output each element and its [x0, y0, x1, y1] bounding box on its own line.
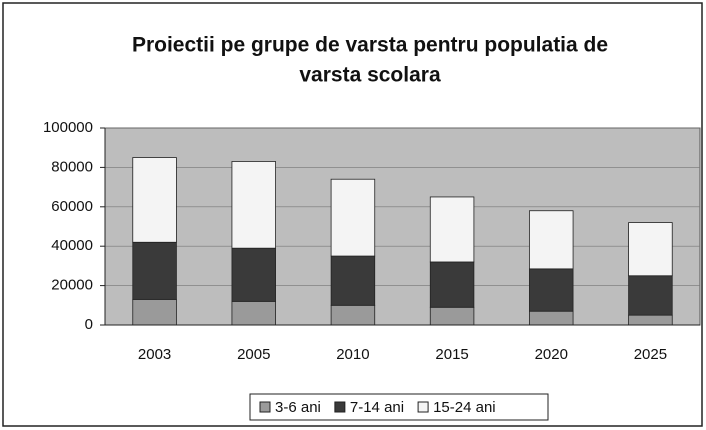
bar-segment — [231, 247, 276, 302]
x-tick-label: 2020 — [535, 346, 568, 363]
plot-area — [104, 127, 701, 326]
y-tick-label: 80000 — [51, 158, 93, 175]
bar-segment — [628, 275, 673, 316]
bar-segment — [429, 306, 475, 326]
chart-title: Proiectii pe grupe de varsta pentru popu… — [132, 34, 608, 57]
bar-segment — [330, 178, 376, 257]
chart-subtitle: varsta scolara — [299, 64, 441, 87]
bar-segment — [529, 310, 574, 326]
bar-segment — [529, 210, 574, 270]
y-tick-label: 0 — [85, 316, 93, 333]
legend-swatch — [334, 401, 346, 413]
bar-segment — [529, 268, 574, 312]
bar-segment — [330, 255, 376, 306]
bar-segment — [429, 196, 475, 263]
x-tick-label: 2015 — [435, 346, 468, 363]
x-tick-label: 2003 — [138, 346, 171, 363]
bar-segment — [628, 222, 673, 277]
bar-segment — [132, 157, 177, 243]
x-tick-label: 2025 — [634, 346, 667, 363]
bar-segment — [429, 261, 475, 308]
legend-swatch — [417, 401, 429, 413]
bar-segment — [132, 298, 177, 326]
bar-segment — [330, 304, 376, 326]
legend-swatch — [259, 401, 271, 413]
bar-segment — [231, 300, 276, 326]
y-tick-label: 100000 — [43, 119, 93, 136]
bar-segment — [231, 161, 276, 249]
y-tick-label: 40000 — [51, 237, 93, 254]
y-tick-label: 60000 — [51, 198, 93, 215]
legend-box — [249, 393, 549, 421]
legend-label: 3-6 ani — [275, 399, 321, 416]
bar-segment — [628, 314, 673, 326]
legend-label: 7-14 ani — [350, 399, 404, 416]
bar-segment — [132, 241, 177, 300]
y-tick-label: 20000 — [51, 277, 93, 294]
x-tick-label: 2010 — [336, 346, 369, 363]
x-tick-label: 2005 — [237, 346, 270, 363]
legend-label: 15-24 ani — [433, 399, 496, 416]
